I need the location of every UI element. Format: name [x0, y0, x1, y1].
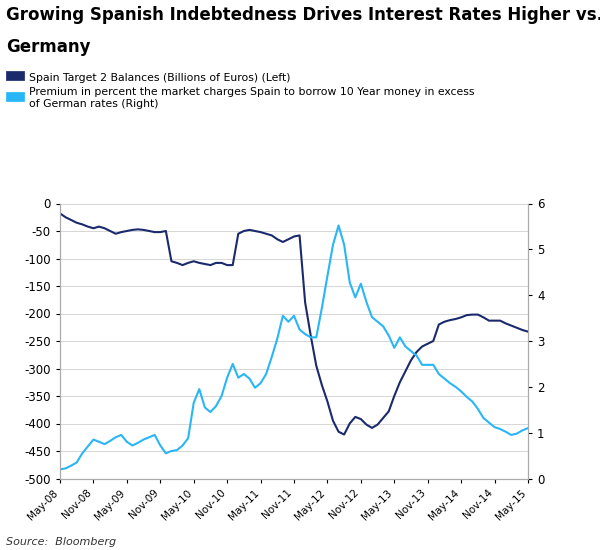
Text: Germany: Germany — [6, 39, 91, 57]
Legend: Spain Target 2 Balances (Billions of Euros) (Left), Premium in percent the marke: Spain Target 2 Balances (Billions of Eur… — [11, 72, 474, 108]
Text: Source:  Bloomberg: Source: Bloomberg — [6, 537, 116, 547]
Text: Growing Spanish Indebtedness Drives Interest Rates Higher vs.: Growing Spanish Indebtedness Drives Inte… — [6, 6, 600, 24]
